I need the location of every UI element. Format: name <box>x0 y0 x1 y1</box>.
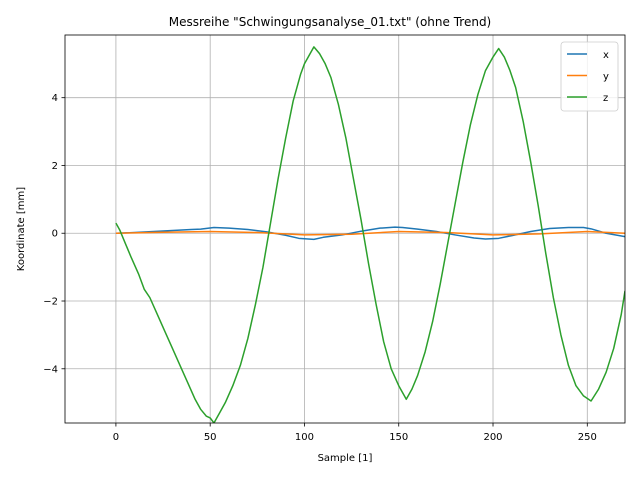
x-tick-label: 100 <box>295 432 314 443</box>
x-tick-label: 150 <box>389 432 408 443</box>
axes: 0 50 100 150 200 250 −4 −2 0 2 4 <box>43 34 626 443</box>
series-line-y <box>115 230 625 236</box>
series-layer <box>115 46 625 423</box>
legend-box <box>560 41 619 112</box>
y-axis-label: Koordinate [mm] <box>16 187 27 271</box>
plot-area <box>115 46 625 423</box>
series-line-x <box>115 226 625 241</box>
legend-label-x: x <box>603 50 609 61</box>
legend-label-z: z <box>603 93 608 104</box>
x-tick-label: 50 <box>204 432 217 443</box>
series-line-z <box>115 46 625 423</box>
legend: xyz <box>560 41 619 112</box>
y-tick-label: 4 <box>52 93 58 104</box>
x-tick-label: 200 <box>483 432 502 443</box>
y-tick-label: −2 <box>43 297 58 308</box>
x-axis-label: Sample [1] <box>318 453 373 464</box>
axes-frame <box>64 34 626 424</box>
x-tick-label: 0 <box>113 432 119 443</box>
y-tick-label: −4 <box>43 364 58 375</box>
legend-label-y: y <box>603 72 609 83</box>
x-tick-label: 250 <box>578 432 597 443</box>
chart-title: Messreihe "Schwingungsanalyse_01.txt" (o… <box>169 15 492 29</box>
y-tick-label: 0 <box>52 229 58 240</box>
y-tick-label: 2 <box>52 161 58 172</box>
